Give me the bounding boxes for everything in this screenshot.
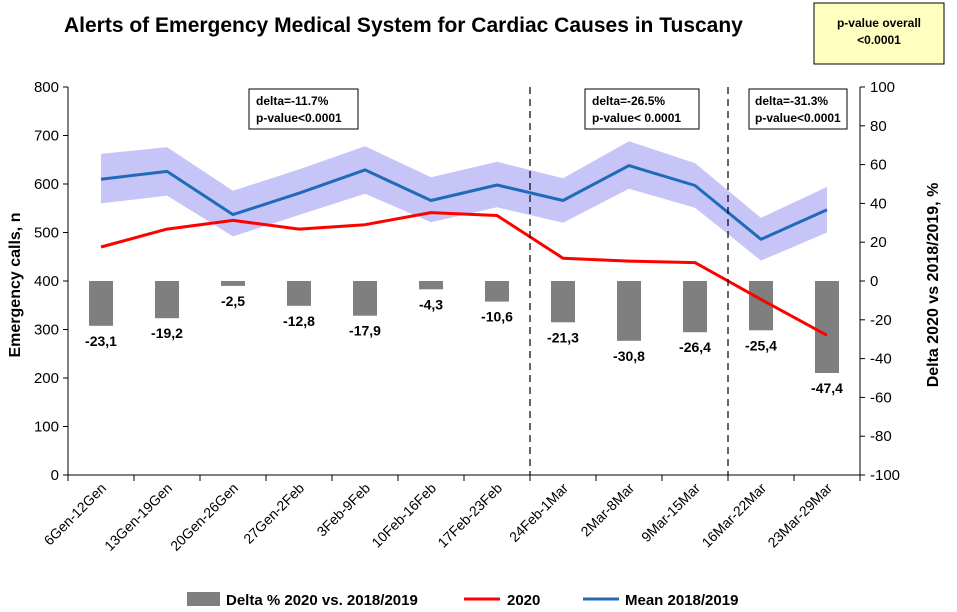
bar-data-label: -47,4 xyxy=(811,380,843,396)
annotation-pvalue: p-value<0.0001 xyxy=(755,111,841,125)
right-y-ticks: -100 -80 -60 -40 -20 0 20 40 60 80 100 xyxy=(860,79,900,484)
y2-axis-title: Delta 2020 vs 2018/2019, % xyxy=(925,183,942,388)
delta-bar xyxy=(353,281,377,316)
y2-tick-label: -60 xyxy=(870,389,892,406)
delta-bar xyxy=(749,281,773,331)
legend-item-mean: Mean 2018/2019 xyxy=(583,592,738,609)
delta-bar xyxy=(89,281,113,326)
y-tick-label: 200 xyxy=(34,370,59,387)
annotation-period-3: delta=-31.3% p-value<0.0001 xyxy=(748,88,848,130)
annotation-frame xyxy=(584,88,700,130)
legend: Delta % 2020 vs. 2018/2019 2020 Mean 201… xyxy=(187,592,738,609)
bar-data-label: -23,1 xyxy=(85,333,117,349)
annotation-pvalue: p-value< 0.0001 xyxy=(592,111,681,125)
x-tick-label: 24Feb-1Mar xyxy=(506,480,571,545)
delta-bar xyxy=(485,281,509,302)
y2-tick-label: 40 xyxy=(870,195,887,212)
bar-data-label: -10,6 xyxy=(481,309,513,325)
legend-swatch-delta xyxy=(187,592,220,606)
y-tick-label: 300 xyxy=(34,322,59,339)
overall-pvalue-box: p-value overall <0.0001 xyxy=(813,2,945,65)
y-tick-label: 800 xyxy=(34,79,59,96)
bar-data-label: -30,8 xyxy=(613,348,645,364)
y2-tick-label: -20 xyxy=(870,312,892,329)
annotation-pvalue: p-value<0.0001 xyxy=(256,111,342,125)
bar-data-label: -19,2 xyxy=(151,325,183,341)
y-tick-label: 100 xyxy=(34,419,59,436)
y2-tick-label: 0 xyxy=(870,273,878,290)
line-2020 xyxy=(100,211,828,337)
bar-data-label: -17,9 xyxy=(349,323,381,339)
delta-bar xyxy=(221,281,245,286)
legend-label-2020: 2020 xyxy=(507,592,540,609)
annotation-delta: delta=-26.5% xyxy=(592,94,665,108)
y-tick-label: 600 xyxy=(34,176,59,193)
x-tick-label: 2Mar-8Mar xyxy=(577,480,637,540)
bar-data-labels: -23,1 -19,2 -2,5 -12,8 -17,9 -4,3 -10,6 -21,3 -3… xyxy=(85,293,843,396)
chart-title: Alerts of Emergency Medical System for C… xyxy=(64,14,743,37)
period-dividers xyxy=(529,87,729,475)
x-tick-label: 6Gen-12Gen xyxy=(41,480,110,549)
delta-bar xyxy=(683,281,707,333)
annotation-frame xyxy=(748,88,848,130)
delta-bars xyxy=(89,281,839,373)
y-tick-label: 400 xyxy=(34,273,59,290)
x-tick-label: 17Feb-23Feb xyxy=(434,480,505,551)
x-tick-label: 13Gen-19Gen xyxy=(101,480,175,554)
annotation-delta: delta=-11.7% xyxy=(256,94,329,108)
y2-tick-label: 80 xyxy=(870,118,887,135)
y-axis-title: Emergency calls, n xyxy=(7,213,24,358)
y2-tick-label: -100 xyxy=(870,467,900,484)
delta-bar xyxy=(551,281,575,323)
period-annotations: delta=-11.7% p-value<0.0001 delta=-26.5%… xyxy=(248,88,848,130)
legend-label-delta: Delta % 2020 vs. 2018/2019 xyxy=(226,592,418,609)
overall-box-frame xyxy=(813,2,945,65)
delta-bar xyxy=(419,281,443,290)
y-tick-label: 700 xyxy=(34,128,59,145)
x-tick-label: 20Gen-26Gen xyxy=(167,480,241,554)
bar-data-label: -25,4 xyxy=(745,337,777,353)
bar-data-label: -21,3 xyxy=(547,329,579,345)
annotation-delta: delta=-31.3% xyxy=(755,94,828,108)
delta-bar xyxy=(617,281,641,341)
x-tick-label: 3Feb-9Feb xyxy=(313,480,373,540)
y2-tick-label: 20 xyxy=(870,234,887,251)
annotation-period-2: delta=-26.5% p-value< 0.0001 xyxy=(584,88,700,130)
legend-item-delta: Delta % 2020 vs. 2018/2019 xyxy=(187,592,418,609)
annotation-period-1: delta=-11.7% p-value<0.0001 xyxy=(248,88,359,130)
overall-box-line1: p-value overall xyxy=(837,16,921,30)
legend-label-mean: Mean 2018/2019 xyxy=(625,592,738,609)
bar-data-label: -4,3 xyxy=(419,296,443,312)
y2-tick-label: -40 xyxy=(870,351,892,368)
x-tick-label: 23Mar-29Mar xyxy=(764,480,835,551)
bar-data-label: -12,8 xyxy=(283,313,315,329)
x-tick-label: 10Feb-16Feb xyxy=(368,480,439,551)
y2-tick-label: -80 xyxy=(870,428,892,445)
bar-data-label: -2,5 xyxy=(221,293,245,309)
y-tick-label: 0 xyxy=(51,467,59,484)
bar-data-label: -26,4 xyxy=(679,339,711,355)
y2-tick-label: 100 xyxy=(870,79,895,96)
annotation-frame xyxy=(248,88,359,130)
series-lines xyxy=(100,164,828,337)
x-tick-label: 16Mar-22Mar xyxy=(698,480,769,551)
delta-bar xyxy=(287,281,311,306)
left-y-ticks: 0 100 200 300 400 500 600 700 800 xyxy=(34,79,68,484)
x-tick-label: 9Mar-15Mar xyxy=(638,480,703,545)
legend-item-2020: 2020 xyxy=(464,592,540,609)
line-mean-2018-2019 xyxy=(100,164,828,241)
y-tick-label: 500 xyxy=(34,225,59,242)
overall-box-line2: <0.0001 xyxy=(857,33,901,47)
axes xyxy=(67,87,861,481)
y2-tick-label: 60 xyxy=(870,157,887,174)
delta-bar xyxy=(155,281,179,319)
delta-bar xyxy=(815,281,839,373)
x-tick-label: 27Gen-2Feb xyxy=(240,480,307,547)
